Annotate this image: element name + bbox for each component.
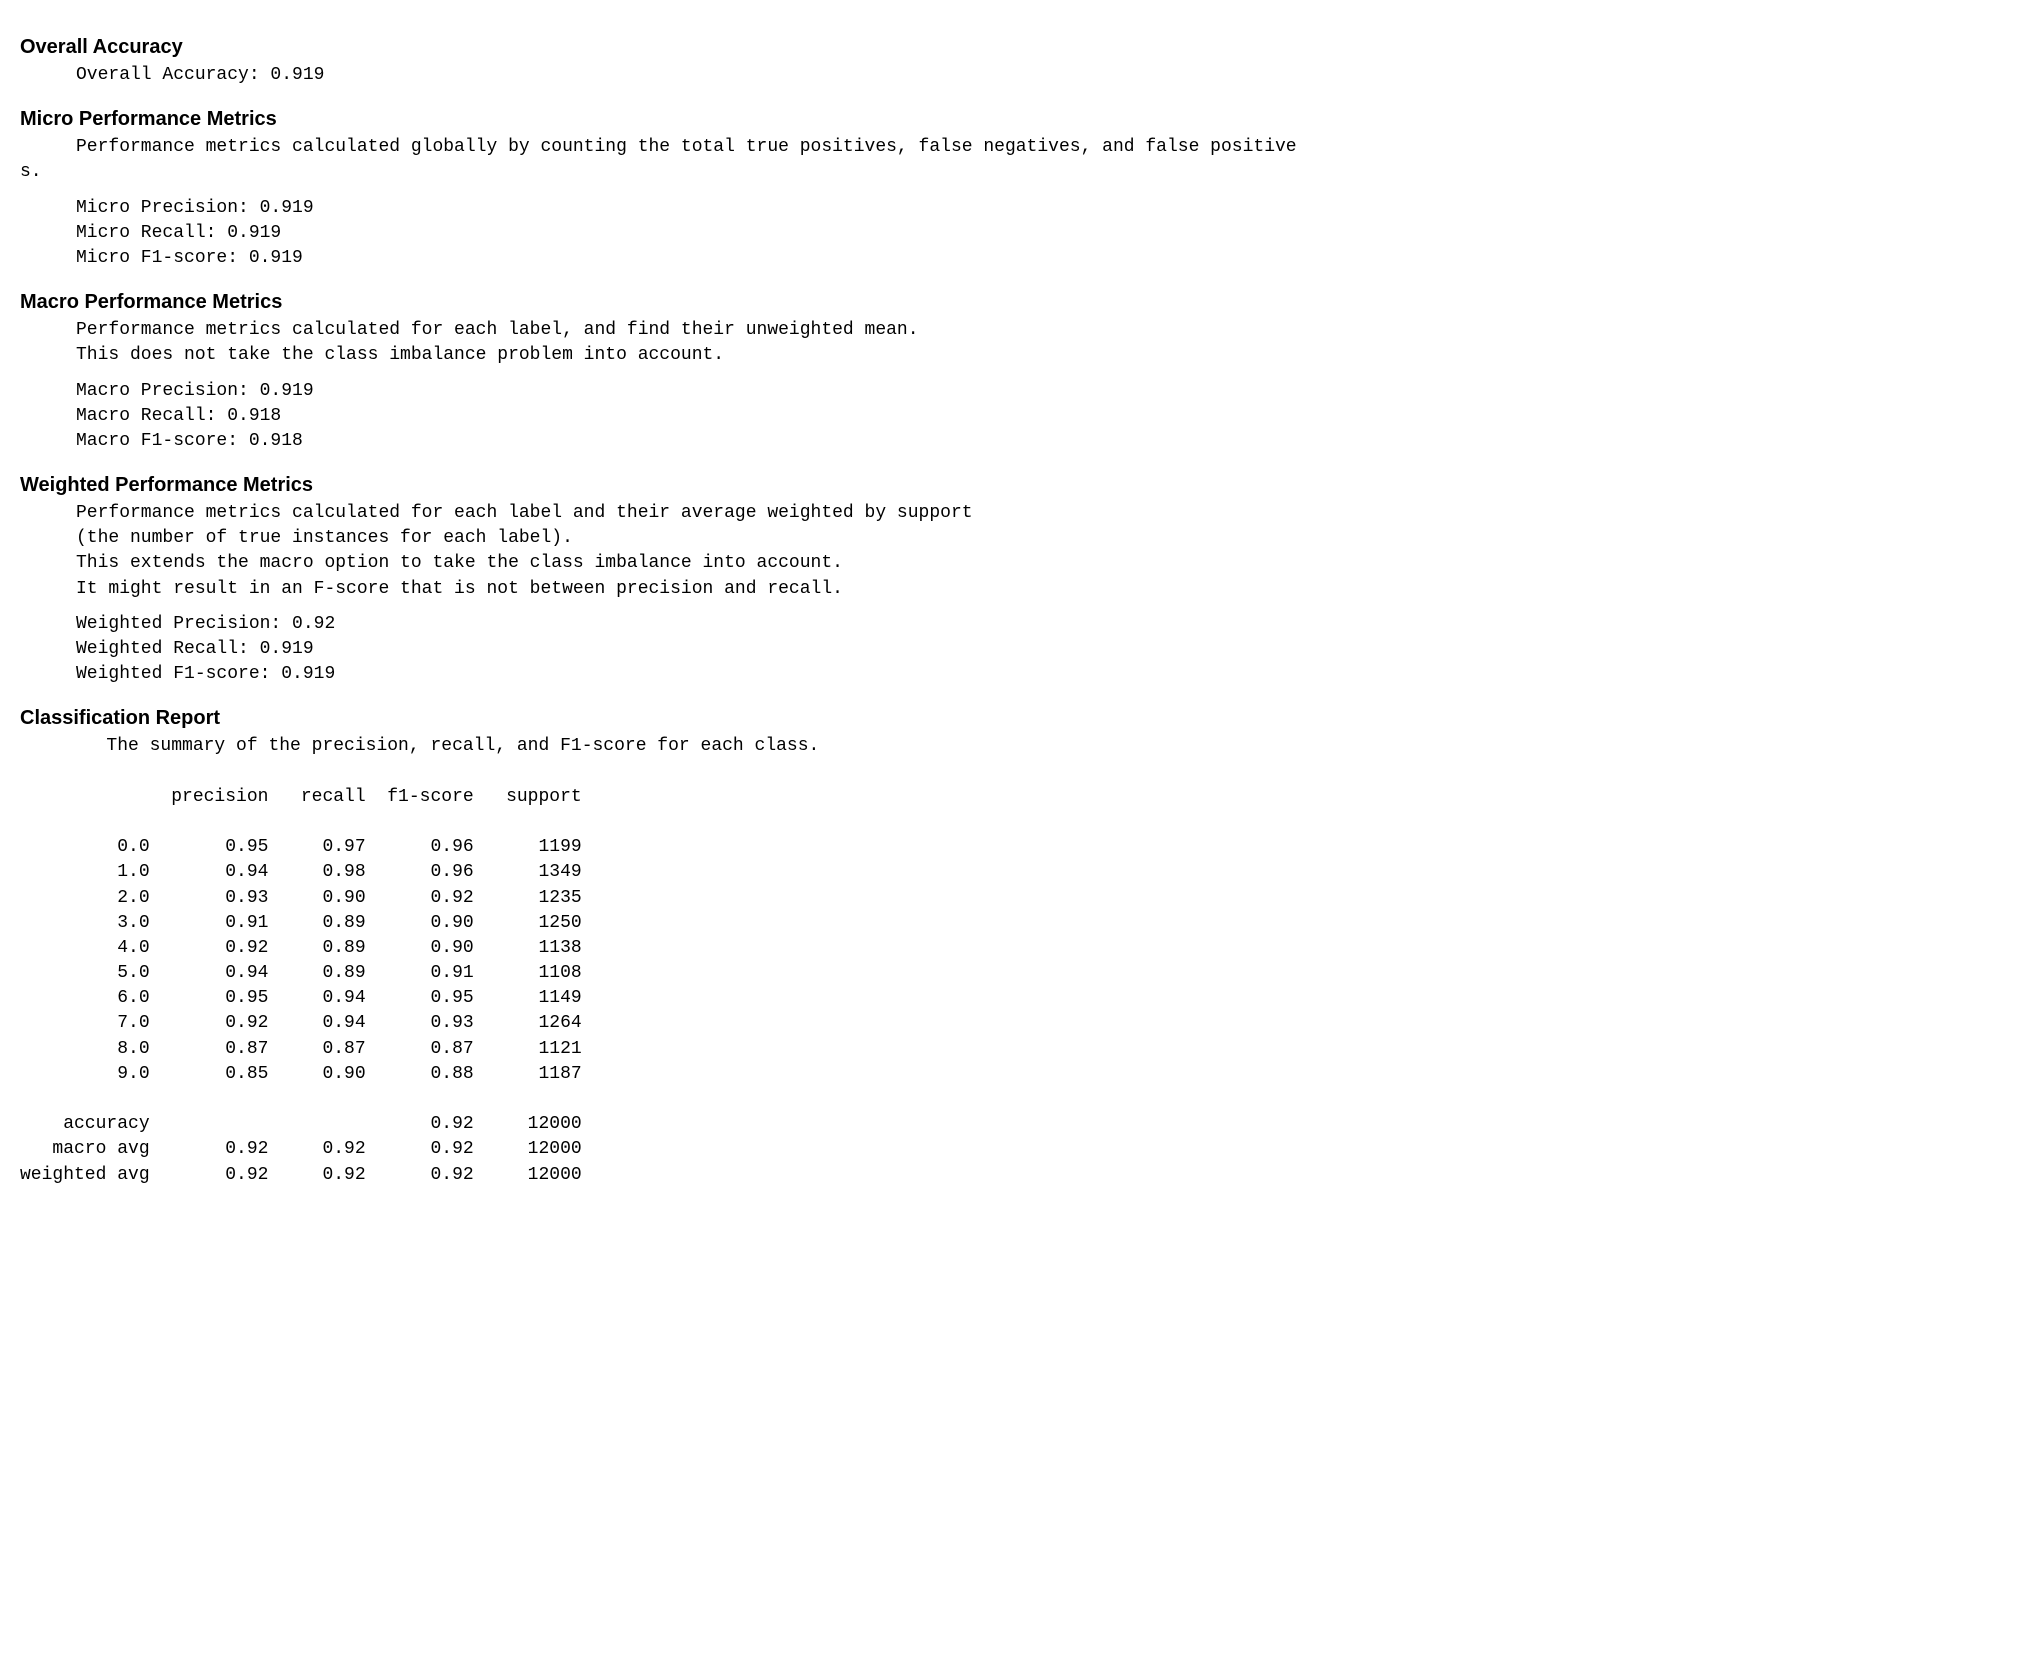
weighted-desc-line3: This extends the macro option to take th… (20, 551, 2002, 576)
micro-metrics-heading: Micro Performance Metrics (20, 106, 2002, 133)
weighted-precision: Weighted Precision: 0.92 (20, 612, 2002, 637)
macro-desc-line1: Performance metrics calculated for each … (20, 318, 2002, 343)
overall-accuracy-heading: Overall Accuracy (20, 34, 2002, 61)
overall-accuracy-value: Overall Accuracy: 0.919 (20, 63, 2002, 88)
micro-desc-line1: Performance metrics calculated globally … (20, 135, 2002, 160)
weighted-desc-line2: (the number of true instances for each l… (20, 526, 2002, 551)
micro-desc-line2: s. (20, 160, 2002, 185)
weighted-desc-line1: Performance metrics calculated for each … (20, 501, 2002, 526)
classification-report-heading: Classification Report (20, 705, 2002, 732)
weighted-f1: Weighted F1-score: 0.919 (20, 662, 2002, 687)
micro-f1: Micro F1-score: 0.919 (20, 246, 2002, 271)
macro-precision: Macro Precision: 0.919 (20, 379, 2002, 404)
macro-recall: Macro Recall: 0.918 (20, 404, 2002, 429)
macro-f1: Macro F1-score: 0.918 (20, 429, 2002, 454)
weighted-desc-line4: It might result in an F-score that is no… (20, 577, 2002, 602)
classification-report-table: The summary of the precision, recall, an… (20, 734, 2002, 1187)
weighted-metrics-heading: Weighted Performance Metrics (20, 472, 2002, 499)
macro-metrics-heading: Macro Performance Metrics (20, 289, 2002, 316)
weighted-recall: Weighted Recall: 0.919 (20, 637, 2002, 662)
micro-recall: Micro Recall: 0.919 (20, 221, 2002, 246)
macro-desc-line2: This does not take the class imbalance p… (20, 343, 2002, 368)
micro-precision: Micro Precision: 0.919 (20, 196, 2002, 221)
